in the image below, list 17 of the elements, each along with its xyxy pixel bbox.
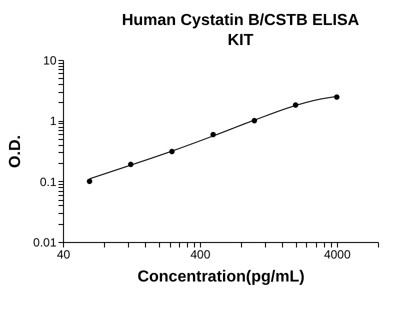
y-tick-label: 1 (50, 114, 57, 128)
point (86, 178, 92, 184)
x-axis-title: Concentration(pg/mL) (137, 268, 305, 286)
y-tick-label: 0.01 (33, 236, 57, 250)
x-tick-label: 40 (56, 248, 70, 262)
chart-title: Human Cystatin B/CSTB ELISA KIT (122, 12, 360, 49)
y-tick-label: 0.1 (40, 174, 57, 189)
point (334, 94, 340, 100)
point (128, 162, 134, 168)
point (252, 118, 258, 124)
x-tick-label: 400 (190, 248, 211, 262)
y-tick-label: 10 (43, 54, 57, 68)
point (210, 132, 216, 138)
x-tick-label: 4000 (324, 248, 351, 262)
point (292, 102, 298, 108)
y-axis-title: O.D. (7, 135, 24, 168)
point (169, 148, 175, 154)
